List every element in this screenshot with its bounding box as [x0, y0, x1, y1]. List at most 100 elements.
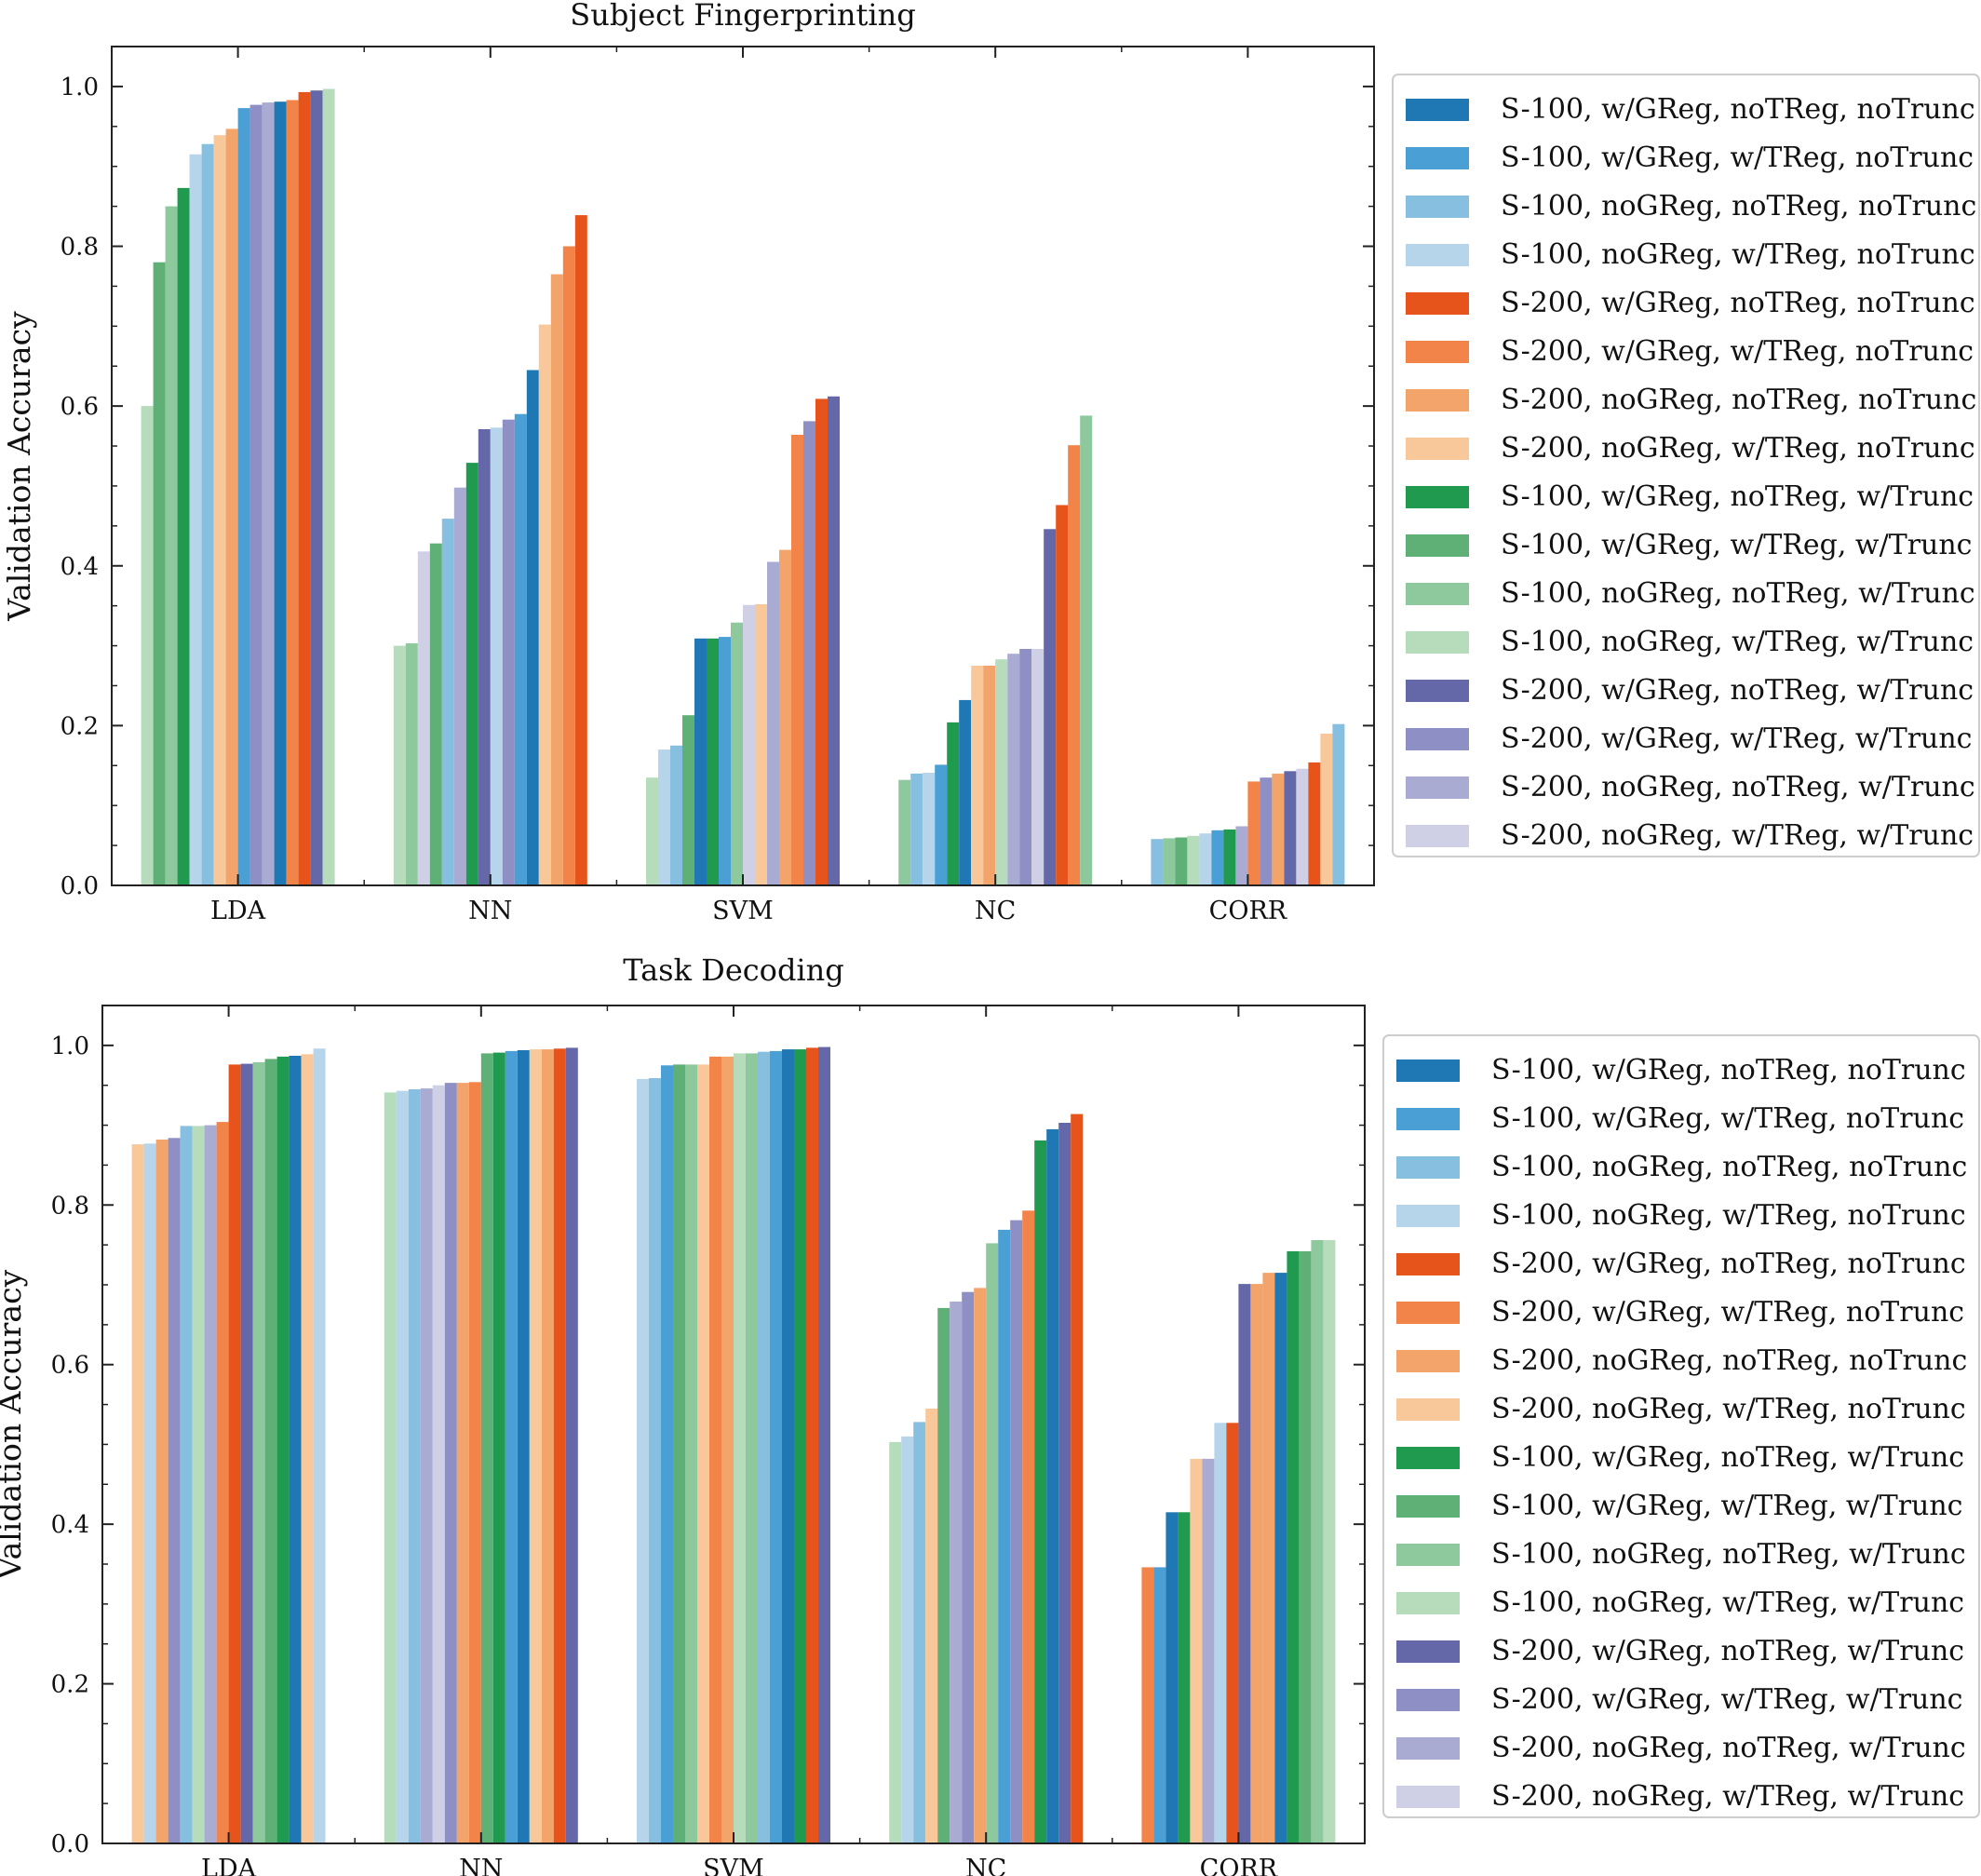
- bar: [1044, 529, 1057, 885]
- bar: [432, 1085, 445, 1843]
- legend-label: S-100, noGReg, noTReg, noTrunc: [1491, 1151, 1967, 1183]
- legend-swatch: [1406, 244, 1469, 266]
- bar: [1141, 1567, 1154, 1843]
- x-tick-label: NN: [459, 1855, 503, 1876]
- legend-swatch: [1406, 196, 1469, 218]
- bar: [697, 1064, 709, 1843]
- bar: [995, 659, 1008, 885]
- task-decoding-panel: Task Decoding Validation Accuracy 0.0 0.2 0.…: [0, 952, 1980, 1876]
- legend: S-100, w/GReg, noTReg, noTrunc S-100, w/G…: [1382, 1034, 1980, 1818]
- bar: [216, 1122, 229, 1843]
- bar: [779, 549, 791, 885]
- y-tick-label: 0.8: [61, 234, 99, 262]
- bar: [1056, 505, 1069, 885]
- bar: [490, 427, 503, 885]
- bar: [770, 1050, 782, 1843]
- bar: [310, 90, 323, 885]
- legend-swatch: [1396, 1059, 1460, 1082]
- legend-box: [1382, 1034, 1980, 1818]
- x-tick-label: SVM: [712, 897, 774, 925]
- legend-swatch: [1406, 680, 1469, 702]
- legend-label: S-200, w/GReg, noTReg, w/Trunc: [1501, 674, 1974, 707]
- legend-label: S-200, noGReg, noTReg, w/Trunc: [1501, 771, 1975, 803]
- bar: [1034, 1140, 1047, 1843]
- legend-swatch: [1396, 1156, 1460, 1179]
- bar: [155, 1140, 168, 1843]
- bar: [1178, 1512, 1191, 1843]
- bar: [1311, 1240, 1324, 1843]
- bar: [1080, 415, 1093, 885]
- legend-label: S-200, noGReg, w/TReg, w/Trunc: [1491, 1780, 1964, 1813]
- bar: [1068, 445, 1081, 885]
- bar: [1190, 1458, 1203, 1843]
- legend-swatch: [1406, 341, 1469, 363]
- bar: [1022, 1210, 1035, 1843]
- bar: [925, 1408, 938, 1843]
- bar: [465, 463, 478, 885]
- bar: [1332, 723, 1345, 885]
- legend-swatch: [1396, 1205, 1460, 1227]
- bar: [574, 215, 587, 886]
- y-tick-label: 0.2: [61, 712, 99, 740]
- bar: [1308, 762, 1321, 885]
- x-tick-label: LDA: [201, 1855, 257, 1876]
- legend-label: S-100, noGReg, w/TReg, noTrunc: [1501, 238, 1975, 271]
- bar: [264, 1059, 277, 1843]
- bar: [301, 1054, 314, 1843]
- legend-label: S-100, w/GReg, noTReg, w/Trunc: [1491, 1441, 1964, 1474]
- bar: [1238, 1284, 1251, 1843]
- bar: [502, 419, 515, 885]
- bar: [252, 1061, 265, 1843]
- y-tick-label: 0.4: [51, 1511, 89, 1539]
- bar: [201, 143, 214, 885]
- legend-swatch: [1406, 631, 1469, 654]
- bar: [514, 413, 527, 885]
- bar: [541, 1049, 554, 1843]
- bar: [468, 1082, 481, 1843]
- legend-swatch: [1406, 534, 1469, 557]
- bar: [240, 1063, 253, 1843]
- bar: [746, 1053, 758, 1843]
- bar: [1287, 1251, 1300, 1843]
- bar: [453, 487, 466, 885]
- bar: [1260, 777, 1273, 885]
- legend-swatch: [1396, 1302, 1460, 1324]
- bar: [1211, 830, 1224, 885]
- bar: [1274, 1273, 1287, 1843]
- bar: [553, 1048, 566, 1843]
- bar: [565, 1047, 578, 1843]
- bar: [286, 100, 299, 885]
- bar: [734, 1053, 746, 1843]
- chart-title: Subject Fingerprinting: [570, 0, 915, 33]
- bar: [782, 1049, 794, 1843]
- bar: [743, 604, 755, 885]
- legend-swatch: [1406, 147, 1469, 169]
- bar: [682, 715, 694, 885]
- legend-swatch: [1396, 1544, 1460, 1566]
- legend-label: S-100, noGReg, noTReg, w/Trunc: [1491, 1538, 1966, 1571]
- legend-label: S-200, w/GReg, noTReg, noTrunc: [1491, 1248, 1966, 1280]
- bar: [935, 764, 948, 885]
- legend-swatch: [1396, 1737, 1460, 1760]
- legend-swatch: [1396, 1350, 1460, 1372]
- bar: [1187, 835, 1200, 885]
- bar: [1223, 829, 1236, 885]
- x-tick-label: CORR: [1200, 1855, 1278, 1876]
- bar: [538, 324, 551, 886]
- bar: [141, 406, 154, 886]
- bar: [1166, 1512, 1179, 1843]
- bar: [168, 1138, 181, 1843]
- bar: [228, 1064, 241, 1843]
- bar: [1031, 649, 1044, 885]
- y-tick-label: 1.0: [51, 1032, 89, 1060]
- legend-swatch: [1396, 1689, 1460, 1711]
- bar: [204, 1125, 217, 1843]
- bar: [1153, 1567, 1166, 1843]
- legend-swatch: [1396, 1495, 1460, 1518]
- bar: [971, 666, 984, 885]
- bar: [262, 102, 275, 886]
- bar: [441, 519, 454, 885]
- bar: [444, 1083, 457, 1843]
- bar: [986, 1243, 999, 1843]
